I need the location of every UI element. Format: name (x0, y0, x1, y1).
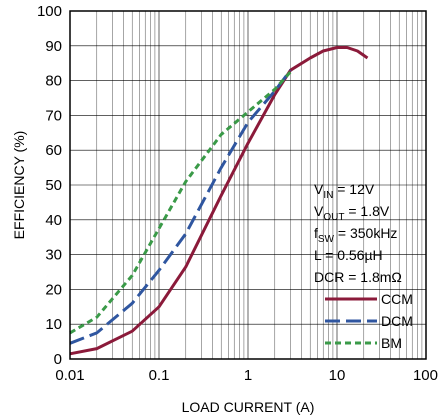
legend: CCM DCM BM (325, 291, 413, 351)
condition-line: DCR = 1.8mΩ (314, 269, 402, 285)
series-lines (69, 46, 369, 356)
series-line-ccm (69, 46, 369, 356)
legend-label-ccm: CCM (381, 291, 413, 307)
condition-line: L = 0.56µH (314, 247, 383, 263)
x-axis-title: LOAD CURRENT (A) (182, 399, 315, 415)
condition-line: fSW = 350kHz (314, 225, 397, 245)
y-tick-label: 40 (45, 212, 62, 229)
series-line-bm (69, 70, 292, 335)
condition-line: VOUT = 1.8V (314, 203, 390, 223)
y-tick-labels: 0 10 20 30 40 50 60 70 80 90 100 (37, 3, 62, 368)
y-tick-label: 30 (45, 247, 62, 264)
y-tick-label: 100 (37, 3, 62, 20)
y-tick-label: 0 (54, 351, 62, 368)
x-tick-label: 10 (329, 367, 346, 384)
x-tick-label: 0.1 (149, 367, 170, 384)
y-tick-label: 90 (45, 38, 62, 55)
y-tick-label: 80 (45, 73, 62, 90)
x-tick-label: 0.01 (55, 367, 84, 384)
condition-line: VIN = 12V (314, 181, 375, 201)
y-tick-label: 60 (45, 142, 62, 159)
legend-label-bm: BM (381, 335, 402, 351)
x-tick-label: 1 (244, 367, 252, 384)
x-tick-labels: 0.01 0.1 1 10 100 (55, 367, 438, 384)
y-tick-label: 50 (45, 177, 62, 194)
y-tick-label: 70 (45, 107, 62, 124)
y-axis-title: EFFICIENCY (%) (11, 131, 27, 240)
y-tick-label: 10 (45, 316, 62, 333)
legend-label-dcm: DCM (381, 313, 413, 329)
y-tick-label: 20 (45, 281, 62, 298)
plot-frame (69, 10, 427, 360)
x-tick-label: 100 (413, 367, 438, 384)
series-line-dcm (69, 69, 292, 345)
